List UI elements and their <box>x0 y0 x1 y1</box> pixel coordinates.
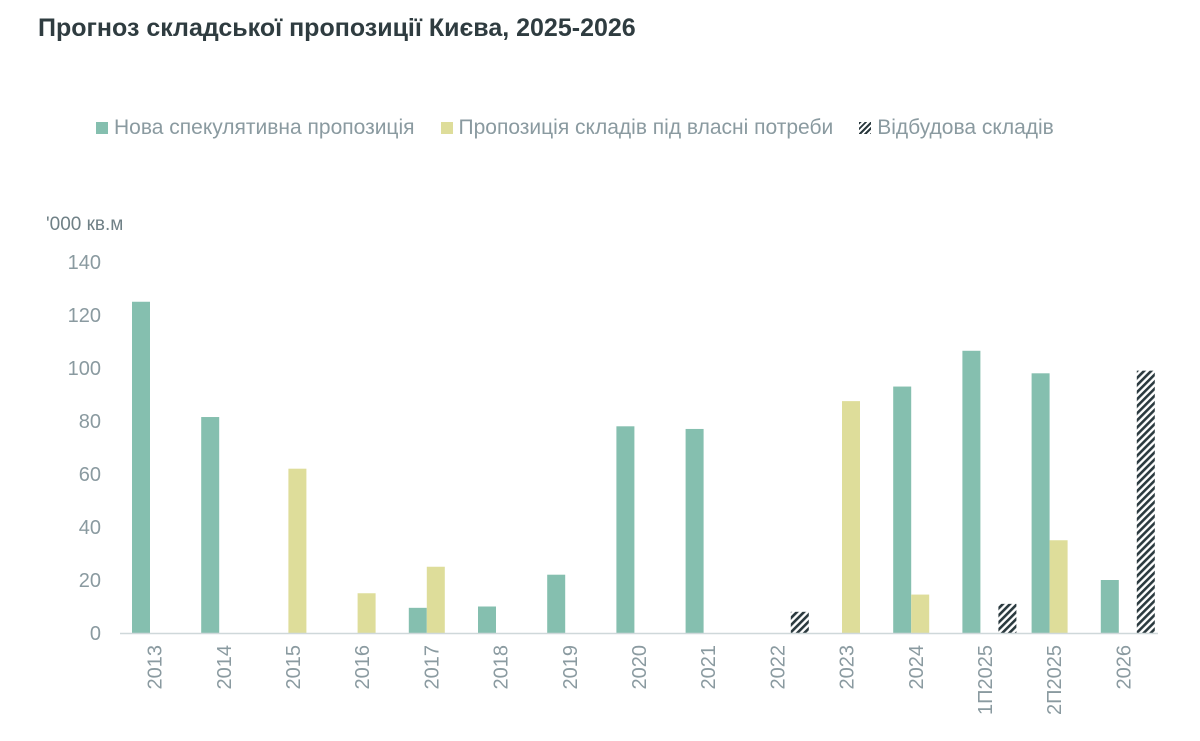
x-tick-label: 2019 <box>560 645 582 690</box>
bars-group <box>132 301 1155 633</box>
bar-owner-2024 <box>911 594 930 633</box>
bar-speculative-2018 <box>478 606 496 633</box>
bar-owner-2015 <box>288 468 307 633</box>
bar-speculative-2020 <box>616 426 635 633</box>
y-tick-label: 40 <box>79 517 101 539</box>
bar-speculative-1П2025 <box>962 350 981 633</box>
legend-swatch-rebuild <box>859 122 872 134</box>
bar-speculative-2026 <box>1100 580 1119 633</box>
x-tick-label: 2026 <box>1113 645 1135 690</box>
x-tick-label: 2020 <box>629 645 651 690</box>
x-tick-label: 2016 <box>352 645 374 690</box>
bar-rebuild-1П2025 <box>998 603 1017 633</box>
bar-owner-2016 <box>357 593 376 633</box>
x-tick-label: 2018 <box>491 645 513 690</box>
legend-item-owner: Пропозиція складів під власні потреби <box>440 116 834 140</box>
legend-label-rebuild: Відбудова складів <box>877 116 1054 139</box>
bar-owner-2017 <box>426 566 445 633</box>
x-tick-label: 2014 <box>214 645 236 690</box>
bar-speculative-2013 <box>132 301 150 633</box>
bar-rebuild-2026 <box>1136 370 1155 633</box>
legend-label-owner: Пропозиція складів під власні потреби <box>458 116 834 139</box>
x-tick-label: 2013 <box>145 645 167 690</box>
bar-speculative-2024 <box>893 386 912 633</box>
bar-speculative-2П2025 <box>1031 373 1050 633</box>
y-tick-label: 0 <box>90 623 101 645</box>
y-tick-label: 120 <box>68 305 101 327</box>
x-axis-ticks: 2013 2014 2015 2016 2017 2018 2019 2020 2021 2022… <box>145 645 1136 715</box>
y-tick-label: 80 <box>79 411 101 433</box>
bar-speculative-2019 <box>547 574 566 633</box>
chart-legend: Нова спекулятивна пропозиція Пропозиція … <box>96 116 1054 140</box>
x-tick-label: 2015 <box>283 645 305 690</box>
x-tick-label: 2П2025 <box>1044 645 1066 715</box>
chart-title: Прогноз складської пропозиції Києва, 202… <box>38 14 636 42</box>
x-tick-label: 2023 <box>837 645 859 690</box>
y-tick-label: 140 <box>68 252 101 274</box>
bar-owner-2023 <box>842 401 860 633</box>
bar-speculative-2021 <box>685 428 704 633</box>
y-axis-ticks: 0 20 40 60 80 100 120 140 <box>68 252 101 645</box>
bar-rebuild-2022 <box>790 611 809 633</box>
y-tick-label: 100 <box>68 358 101 380</box>
legend-item-rebuild: Відбудова складів <box>859 116 1054 140</box>
legend-swatch-speculative <box>96 122 108 134</box>
x-tick-label: 2021 <box>698 645 720 690</box>
x-tick-label: 2022 <box>767 645 789 690</box>
legend-item-speculative: Нова спекулятивна пропозиція <box>96 116 415 140</box>
y-tick-label: 20 <box>79 570 101 592</box>
bar-owner-2П2025 <box>1049 540 1068 633</box>
bar-speculative-2017 <box>408 607 427 633</box>
y-axis-unit-label: '000 кв.м <box>46 214 124 235</box>
legend-label-speculative: Нова спекулятивна пропозиція <box>114 116 415 139</box>
bar-speculative-2014 <box>201 417 220 633</box>
y-tick-label: 60 <box>79 464 101 486</box>
x-tick-label: 2017 <box>421 645 443 690</box>
x-tick-label: 2024 <box>906 645 928 690</box>
x-tick-label: 1П2025 <box>975 645 997 715</box>
legend-swatch-owner <box>440 122 453 134</box>
